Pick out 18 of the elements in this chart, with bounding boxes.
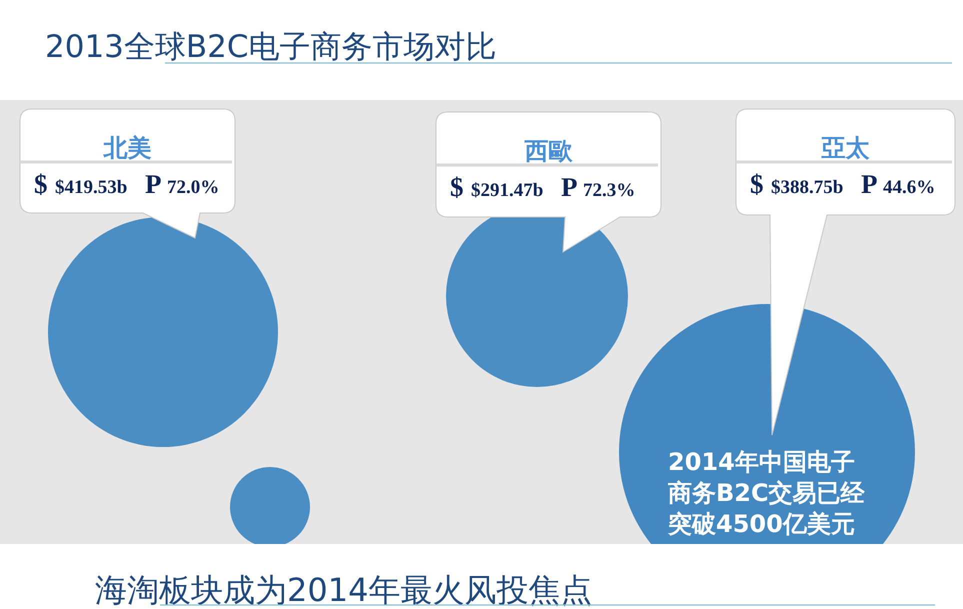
- text: 海淘板块成为2014年最火风投焦点: [95, 571, 592, 609]
- data-label: $419.53b: [55, 177, 128, 198]
- series-label: $: [34, 169, 48, 199]
- text: $: [750, 169, 764, 199]
- text: P: [145, 169, 162, 199]
- data-label: 72.0%: [167, 177, 220, 198]
- data-label: $388.75b: [771, 177, 844, 198]
- category-label: 西歐: [524, 136, 574, 165]
- text: 2013全球B2C电子商务市场对比: [45, 29, 497, 65]
- text: 2014年中国电子商务B2C交易已经突破4500亿美元: [667, 448, 866, 538]
- category-label: 亞太: [820, 133, 870, 162]
- data-label: 44.6%: [883, 177, 936, 198]
- data-label: $291.47b: [471, 180, 544, 201]
- text: P: [561, 172, 578, 202]
- text: $: [450, 172, 464, 202]
- data-label: 72.3%: [583, 180, 636, 201]
- category-label: 北美: [102, 133, 152, 162]
- text: P: [861, 169, 878, 199]
